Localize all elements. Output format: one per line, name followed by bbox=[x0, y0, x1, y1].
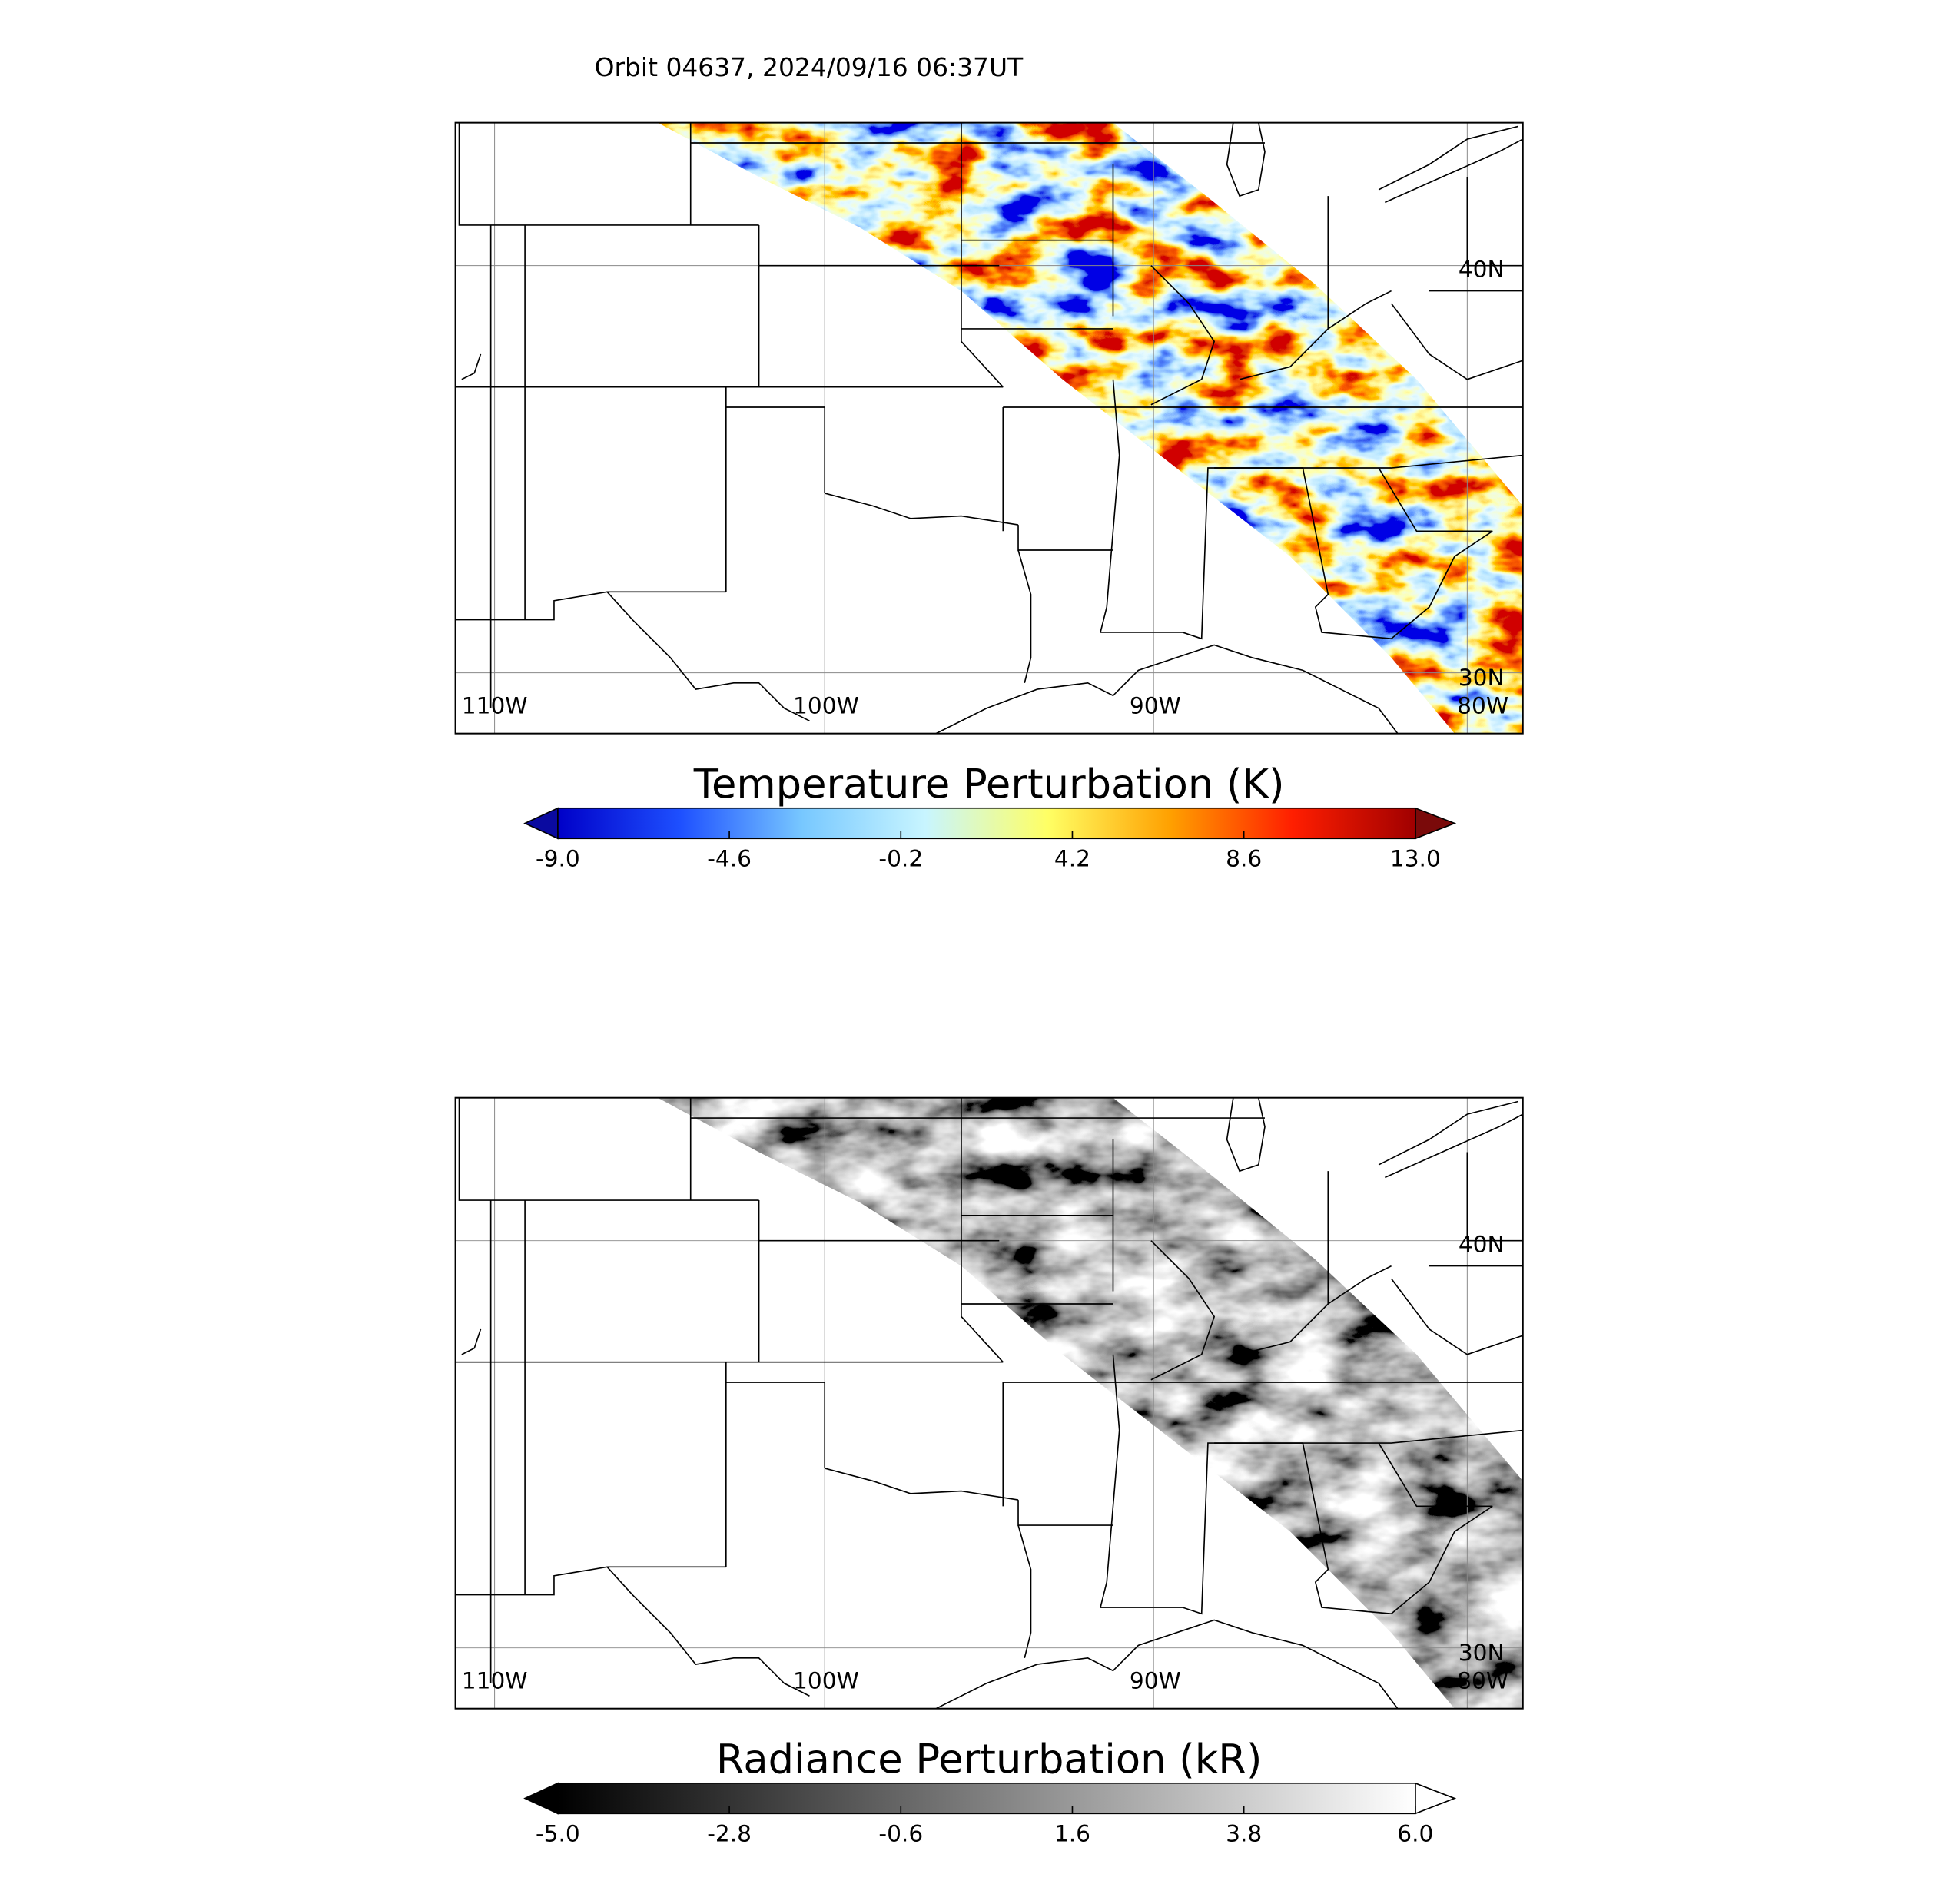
lon-label: 90W bbox=[1130, 692, 1181, 718]
state-boundary bbox=[935, 644, 1399, 735]
state-boundary bbox=[1017, 1524, 1032, 1659]
state-boundary bbox=[1391, 1505, 1493, 1614]
colorbar-title: Radiance Perturbation (kR) bbox=[716, 1736, 1263, 1783]
state-boundary bbox=[1302, 1442, 1392, 1615]
state-boundary bbox=[458, 1097, 759, 1201]
map-frame bbox=[454, 121, 1524, 735]
colorbar-tick-label: 6.0 bbox=[1397, 1821, 1433, 1847]
state-boundary bbox=[458, 122, 759, 226]
state-boundary bbox=[1302, 467, 1392, 640]
state-boundary bbox=[1226, 1097, 1266, 1173]
lat-label: 40N bbox=[1459, 1232, 1505, 1258]
colorbar-tick-label: -9.0 bbox=[536, 845, 580, 871]
state-boundary bbox=[725, 1382, 826, 1468]
colorbar bbox=[557, 1782, 1416, 1815]
state-boundary bbox=[935, 1619, 1399, 1710]
lon-label: 100W bbox=[793, 692, 859, 718]
state-boundary bbox=[1378, 1100, 1518, 1166]
map-panel: 110W 100W 90W 80W 40N 30N bbox=[454, 121, 1524, 735]
colorbar-tick-label: -5.0 bbox=[536, 1821, 580, 1847]
state-boundary bbox=[1150, 265, 1216, 406]
colorbar-extend-high bbox=[1415, 807, 1457, 840]
state-boundary bbox=[1391, 530, 1493, 639]
colorbar-extend-low bbox=[523, 1782, 559, 1815]
state-boundary bbox=[725, 406, 826, 493]
state-boundary bbox=[1466, 1152, 1523, 1242]
state-boundary bbox=[455, 591, 726, 621]
map-frame bbox=[454, 1096, 1524, 1710]
state-boundary bbox=[824, 493, 1019, 526]
lat-label: 30N bbox=[1459, 665, 1505, 691]
state-boundary bbox=[1390, 1278, 1524, 1355]
lon-label: 90W bbox=[1130, 1667, 1181, 1693]
lon-label: 80W bbox=[1457, 1667, 1508, 1693]
state-boundary bbox=[461, 353, 482, 380]
colorbar-tick-label: -0.6 bbox=[878, 1821, 923, 1847]
colorbar-tick-label: 3.8 bbox=[1226, 1821, 1262, 1847]
state-boundary bbox=[1099, 1354, 1154, 1608]
figure-title: Orbit 04637, 2024/09/16 06:37UT bbox=[595, 52, 1024, 82]
lon-label: 80W bbox=[1457, 692, 1508, 718]
state-boundary bbox=[1378, 467, 1493, 532]
state-boundary bbox=[1150, 1240, 1216, 1381]
state-boundary bbox=[1378, 125, 1518, 191]
state-boundary bbox=[961, 1097, 1004, 1363]
state-boundary bbox=[824, 1468, 1019, 1501]
state-boundary bbox=[606, 591, 810, 721]
colorbar-tick-label: 1.6 bbox=[1054, 1821, 1090, 1847]
state-boundary bbox=[1466, 177, 1523, 267]
map-panel: 110W 100W 90W 80W 40N 30N bbox=[454, 1096, 1524, 1710]
lon-label: 110W bbox=[462, 1667, 528, 1693]
state-boundary bbox=[1017, 549, 1032, 684]
colorbar-title: Temperature Perturbation (K) bbox=[693, 761, 1285, 808]
state-boundary bbox=[1226, 122, 1266, 197]
lat-label: 40N bbox=[1459, 256, 1505, 282]
state-boundary bbox=[1385, 138, 1524, 204]
state-boundary bbox=[461, 1328, 482, 1355]
state-boundary bbox=[1378, 1442, 1493, 1508]
colorbar bbox=[557, 807, 1416, 840]
state-boundary bbox=[1214, 1429, 1523, 1444]
state-boundary bbox=[961, 122, 1004, 388]
colorbar-tick-label: -0.2 bbox=[878, 845, 923, 871]
colorbar-tick-label: 8.6 bbox=[1226, 845, 1262, 871]
colorbar-tick-label: -4.6 bbox=[707, 845, 752, 871]
lat-label: 30N bbox=[1459, 1640, 1505, 1666]
state-boundary bbox=[606, 1566, 810, 1697]
colorbar-tick-label: -2.8 bbox=[707, 1821, 752, 1847]
colorbar-extend-low bbox=[523, 807, 559, 840]
state-boundary bbox=[455, 1566, 726, 1596]
lon-label: 100W bbox=[793, 1667, 859, 1693]
colorbar-tick-label: 13.0 bbox=[1390, 845, 1441, 871]
state-boundary bbox=[1390, 303, 1524, 380]
colorbar-tick-label: 4.2 bbox=[1054, 845, 1090, 871]
state-boundary bbox=[1385, 1113, 1524, 1179]
state-boundary bbox=[1214, 454, 1523, 469]
lon-label: 110W bbox=[462, 692, 528, 718]
colorbar-extend-high bbox=[1415, 1782, 1457, 1815]
state-boundary bbox=[1099, 379, 1154, 633]
